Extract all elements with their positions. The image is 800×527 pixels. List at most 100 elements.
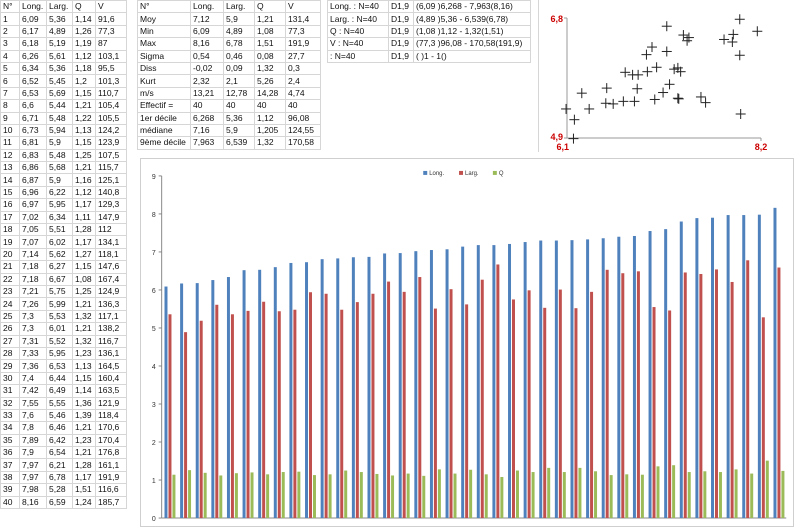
cell[interactable]: 105,5 [95,111,127,125]
bar[interactable] [250,472,254,519]
scatter-point[interactable] [629,96,640,107]
scatter-point[interactable] [641,49,652,60]
header-cell[interactable]: V [285,0,321,14]
scatter-point[interactable] [673,93,684,104]
scatter-point[interactable] [561,103,572,114]
cell[interactable]: 107,5 [95,148,127,163]
cell[interactable]: 1,24 [72,495,96,510]
scatter-point[interactable] [664,79,675,90]
scatter-point[interactable] [632,83,643,94]
cell[interactable]: 33 [0,408,20,423]
cell[interactable]: 5,19 [46,37,73,51]
bar[interactable] [687,472,691,519]
cell[interactable]: Min [137,24,191,39]
cell[interactable]: 0,46 [223,49,255,63]
bar[interactable] [398,253,402,519]
bar[interactable] [777,267,781,519]
cell[interactable]: 7,21 [19,284,47,299]
cell[interactable]: 7,97 [19,470,47,485]
scatter-point[interactable] [728,29,739,40]
bar-chart[interactable]: 0 1 2 3 4 5 6 7 8 9 Long. Larg. Q [140,158,794,527]
bar[interactable] [266,474,270,519]
cell[interactable]: 1 [0,12,20,26]
cell[interactable]: 136,1 [95,346,127,361]
cell[interactable]: 40 [223,99,255,113]
scatter-point[interactable] [601,83,612,94]
cell[interactable]: 7 [0,86,20,101]
header-cell[interactable]: V [95,0,127,14]
cell[interactable]: 1,32 [72,334,96,348]
cell[interactable]: 118,4 [95,408,127,423]
cell[interactable]: 6,34 [19,61,47,76]
cell[interactable]: 6,46 [46,421,73,435]
cell[interactable]: 1,21 [72,322,96,336]
bar[interactable] [305,262,309,519]
cell[interactable]: 6,87 [19,173,47,187]
scatter-point[interactable] [633,69,644,80]
bar[interactable] [711,217,715,519]
cell[interactable]: Max [137,37,191,51]
cell[interactable]: 5,53 [46,309,73,324]
bar[interactable] [773,207,777,519]
cell[interactable]: 24 [0,297,20,311]
bar[interactable] [449,289,453,519]
bar[interactable] [211,280,215,519]
cell[interactable]: (6,09 )6,268 - 7,963(8,16) [413,0,531,14]
cell[interactable]: 0,09 [223,61,255,76]
bar[interactable] [219,475,223,519]
cell[interactable]: 6 [0,74,20,88]
cell[interactable]: 6,73 [19,123,47,138]
scatter-point[interactable] [568,133,579,144]
cell[interactable]: 170,58 [285,136,321,150]
scatter-point[interactable] [661,21,672,32]
cell[interactable]: 6,96 [19,185,47,200]
cell[interactable]: 161,1 [95,458,127,472]
bar[interactable] [574,308,578,519]
bar[interactable] [605,269,609,519]
cell[interactable]: 10 [0,123,20,138]
cell[interactable]: 170,4 [95,433,127,448]
cell[interactable]: 6,67 [46,272,73,287]
scatter-point[interactable] [672,93,683,104]
cell[interactable]: 5,9 [46,173,73,187]
cell[interactable]: 147,6 [95,260,127,274]
cell[interactable]: 6,81 [19,136,47,150]
bar[interactable] [367,256,371,519]
bar[interactable] [570,240,574,519]
cell[interactable]: 7,36 [19,359,47,373]
cell[interactable]: 6,83 [19,148,47,163]
cell[interactable]: 5,36 [46,61,73,76]
bar[interactable] [523,242,527,519]
cell[interactable]: 7,12 [190,12,224,26]
cell[interactable]: 7,6 [19,408,47,423]
bar[interactable] [293,309,297,519]
bar[interactable] [601,238,605,519]
cell[interactable]: 38 [0,470,20,485]
bar[interactable] [469,469,473,519]
bar[interactable] [761,317,765,519]
cell[interactable]: 4,89 [46,24,73,39]
cell[interactable]: 1,08 [254,24,286,39]
cell[interactable]: 5,26 [254,74,286,88]
cell[interactable]: 5,9 [223,123,255,138]
cell[interactable]: 15 [0,185,20,200]
cell[interactable]: 6,78 [223,37,255,51]
bar[interactable] [672,465,676,519]
bar[interactable] [664,229,668,519]
bar[interactable] [297,471,301,519]
cell[interactable]: 5,45 [46,74,73,88]
bar[interactable] [718,472,722,519]
cell[interactable]: Q : N=40 [327,24,389,39]
cell[interactable]: 1,2 [72,74,96,88]
bar[interactable] [273,267,277,519]
cell[interactable]: 1,32 [72,309,96,324]
cell[interactable]: 25 [0,309,20,324]
cell[interactable]: 5,36 [223,111,255,125]
bar[interactable] [554,240,558,519]
cell[interactable]: 124,2 [95,123,127,138]
bar[interactable] [508,243,512,519]
legend-item[interactable]: Larg. [459,171,479,177]
cell[interactable]: 1,18 [72,61,96,76]
bar[interactable] [195,283,199,519]
cell[interactable]: Larg. : N=40 [327,12,389,26]
